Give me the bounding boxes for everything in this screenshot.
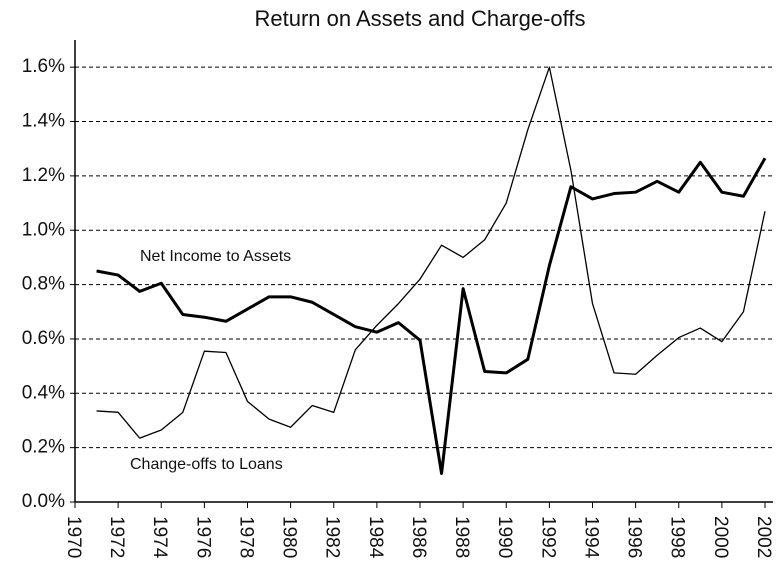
x-tick-label: 1992 [537,516,558,558]
series-line [96,66,766,439]
annotation: Net Income to Assets [140,248,291,265]
x-tick-label: 1970 [63,516,84,558]
x-tick-label: 1998 [667,516,688,558]
y-tick-label: 0.6% [22,328,65,349]
x-tick-label: 1990 [494,516,515,558]
x-tick-label: 1988 [451,516,472,558]
x-tick-label: 1974 [149,516,170,559]
x-tick-label: 1980 [279,516,300,558]
y-tick-label: 1.6% [22,56,65,77]
x-tick-label: 1972 [106,516,127,558]
x-tick-label: 1986 [408,516,429,558]
x-tick-label: 1984 [365,516,386,559]
chart-title: Return on Assets and Charge-offs [254,6,585,31]
series-line [96,157,767,475]
x-tick-label: 1982 [322,516,343,558]
x-tick-label: 1976 [192,516,213,558]
x-tick-label: 2002 [753,516,774,558]
y-tick-label: 0.2% [22,437,65,458]
y-tick-label: 1.2% [22,165,65,186]
x-tick-label: 2000 [710,516,731,558]
x-tick-label: 1996 [624,516,645,558]
x-tick-label: 1978 [235,516,256,558]
x-tick-label: 1994 [580,516,601,559]
y-tick-label: 1.0% [22,219,65,240]
y-tick-label: 0.8% [22,274,65,295]
y-tick-label: 0.0% [22,491,65,512]
y-tick-label: 1.4% [22,111,65,132]
annotation: Change-offs to Loans [130,456,283,473]
y-tick-label: 0.4% [22,382,65,403]
